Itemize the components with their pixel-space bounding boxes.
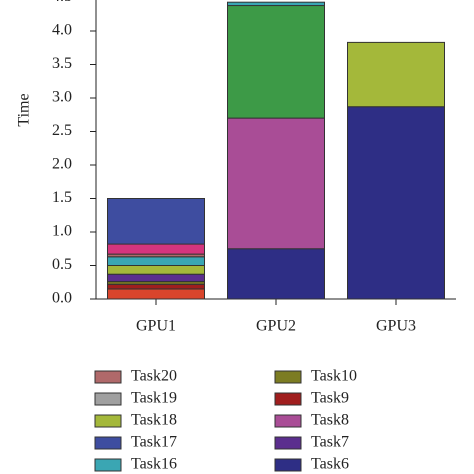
legend-swatch	[274, 370, 302, 384]
legend-swatch	[94, 414, 122, 428]
bar-segment	[227, 5, 325, 119]
y-tick-label: 2.0	[52, 156, 72, 173]
legend-label: Task6	[311, 456, 349, 473]
bar-segment	[107, 265, 205, 275]
y-tick-label: 3.5	[52, 55, 72, 72]
y-tick-label: 0.5	[52, 256, 72, 273]
legend-swatch	[274, 392, 302, 406]
bar-segment	[107, 243, 205, 255]
legend-label: Task8	[311, 412, 349, 429]
y-tick-label: 2.5	[52, 122, 72, 139]
legend-label: Task18	[131, 412, 177, 429]
bar-segment	[227, 117, 325, 250]
legend-swatch	[274, 458, 302, 472]
y-tick-label: 1.5	[52, 189, 72, 206]
bar-segment	[107, 273, 205, 283]
legend-swatch	[94, 458, 122, 472]
legend-label: Task16	[131, 456, 177, 473]
y-tick-label: 4.5	[52, 0, 72, 5]
legend-label: Task19	[131, 390, 177, 407]
y-tick-label: 0.0	[52, 290, 72, 307]
legend-swatch	[94, 370, 122, 384]
bar-segment	[347, 41, 445, 108]
y-tick-label: 1.0	[52, 223, 72, 240]
legend-swatch	[94, 392, 122, 406]
bar-segment	[107, 256, 205, 267]
legend-swatch	[274, 414, 302, 428]
bar-segment	[107, 288, 205, 300]
legend-swatch	[274, 436, 302, 450]
legend-label: Task9	[311, 390, 349, 407]
bar-segment	[347, 106, 445, 300]
x-tick-label: GPU2	[256, 318, 296, 335]
y-axis-label: Time	[16, 93, 33, 126]
legend-label: Task7	[311, 434, 349, 451]
bar-segment	[227, 1, 325, 7]
x-tick-label: GPU1	[136, 318, 176, 335]
legend-label: Task20	[131, 368, 177, 385]
x-tick-label: GPU3	[376, 318, 416, 335]
y-tick-label: 3.0	[52, 89, 72, 106]
legend-label: Task10	[311, 368, 357, 385]
legend-swatch	[94, 436, 122, 450]
y-tick-label: 4.0	[52, 22, 72, 39]
bar-segment	[227, 248, 325, 300]
bar-segment	[107, 198, 205, 245]
bar-segment	[107, 283, 205, 290]
legend-label: Task17	[131, 434, 177, 451]
